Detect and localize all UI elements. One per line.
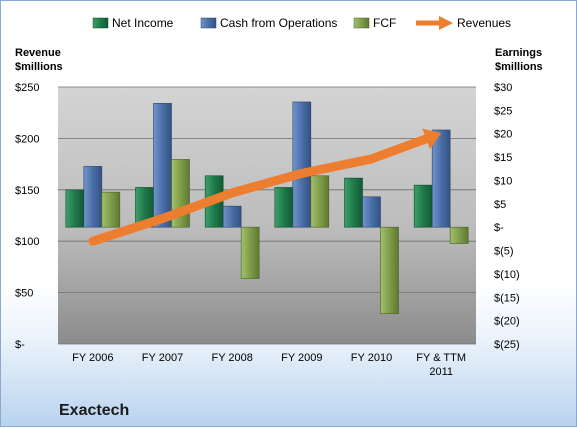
category-label: FY 2006 bbox=[72, 352, 113, 364]
right-axis-title-line1: Earnings bbox=[495, 47, 542, 59]
legend-item-cash-from-operations: Cash from Operations bbox=[201, 16, 337, 30]
right-tick-label: $15 bbox=[494, 152, 512, 164]
net-income-bar bbox=[345, 178, 363, 227]
right-axis-ticks: $(25) $(20) $(15) $(10) $(5) $- $5 $10 $15 $20 $25… bbox=[494, 82, 520, 351]
fcf-bar bbox=[102, 192, 120, 227]
left-tick-label: $150 bbox=[15, 185, 39, 197]
chart-title: Exactech bbox=[59, 402, 129, 419]
category-label: FY 2007 bbox=[142, 352, 183, 364]
legend-label-fcf: FCF bbox=[373, 16, 396, 30]
net-income-bar bbox=[414, 185, 432, 227]
fcf-bar bbox=[311, 176, 329, 227]
cash-from-operations-bar bbox=[84, 166, 102, 227]
right-tick-label: $- bbox=[494, 222, 504, 234]
cash-from-operations-bar bbox=[154, 103, 172, 227]
category-label: FY 2010 bbox=[351, 352, 392, 364]
legend-label-cash-from-operations: Cash from Operations bbox=[220, 16, 337, 30]
right-tick-label: $30 bbox=[494, 82, 512, 94]
left-tick-label: $250 bbox=[15, 82, 39, 94]
legend-label-net-income: Net Income bbox=[112, 16, 174, 30]
right-tick-label: $(5) bbox=[494, 246, 514, 258]
fcf-bar bbox=[241, 227, 259, 278]
fcf-bar bbox=[450, 227, 468, 243]
category-label: FY 2008 bbox=[211, 352, 252, 364]
left-tick-label: $50 bbox=[15, 288, 33, 300]
right-tick-label: $20 bbox=[494, 129, 512, 141]
left-tick-label: $- bbox=[15, 339, 25, 351]
legend-swatch-cash-from-operations bbox=[201, 18, 216, 28]
legend-item-net-income: Net Income bbox=[93, 16, 174, 30]
plot-area bbox=[58, 87, 476, 344]
right-tick-label: $25 bbox=[494, 105, 512, 117]
legend-swatch-net-income bbox=[93, 18, 108, 28]
legend: Net Income Cash from Operations FCF Reve… bbox=[93, 16, 511, 30]
right-tick-label: $(15) bbox=[494, 292, 520, 304]
net-income-bar bbox=[275, 187, 293, 227]
right-tick-label: $(25) bbox=[494, 339, 520, 351]
category-labels: FY 2006 FY 2007 FY 2008 FY 2009 FY 2010 FY & … bbox=[72, 352, 466, 378]
fcf-bar bbox=[381, 227, 399, 313]
right-tick-label: $(20) bbox=[494, 316, 520, 328]
legend-swatch-fcf bbox=[354, 18, 369, 28]
left-tick-label: $100 bbox=[15, 236, 39, 248]
cash-from-operations-bar bbox=[223, 206, 241, 227]
legend-item-fcf: FCF bbox=[354, 16, 396, 30]
cash-from-operations-bar bbox=[432, 130, 450, 227]
right-tick-label: $5 bbox=[494, 199, 506, 211]
category-label: FY 2009 bbox=[281, 352, 322, 364]
left-axis-ticks: $- $50 $100 $150 $200 $250 bbox=[15, 82, 39, 351]
cash-from-operations-bar bbox=[293, 102, 311, 227]
legend-swatch-revenues-arrowhead bbox=[439, 16, 453, 30]
right-tick-label: $10 bbox=[494, 175, 512, 187]
legend-label-revenues: Revenues bbox=[457, 16, 511, 30]
right-tick-label: $(10) bbox=[494, 269, 520, 281]
left-tick-label: $200 bbox=[15, 133, 39, 145]
legend-item-revenues: Revenues bbox=[416, 16, 511, 30]
left-axis-title-line1: Revenue bbox=[15, 47, 61, 59]
cash-from-operations-bar bbox=[363, 197, 381, 227]
net-income-bar bbox=[66, 190, 84, 227]
right-axis-title-line2: $millions bbox=[495, 61, 543, 73]
left-axis-title-line2: $millions bbox=[15, 61, 63, 73]
